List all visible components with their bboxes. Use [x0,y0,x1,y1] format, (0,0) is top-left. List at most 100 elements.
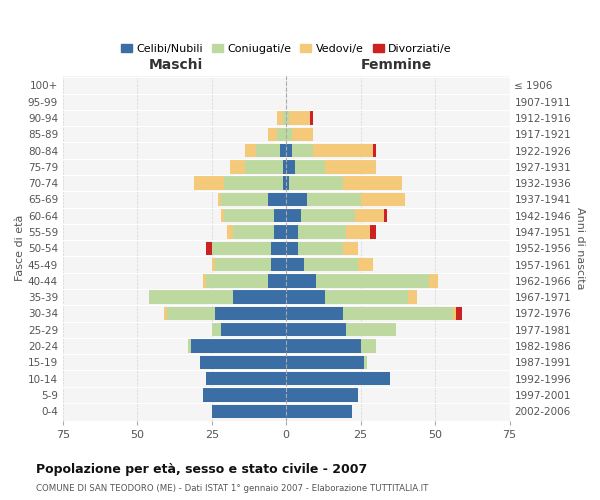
Bar [385,209,388,222]
Bar [286,258,304,272]
Bar [203,388,286,402]
Bar [286,356,364,369]
Text: Maschi: Maschi [149,58,203,72]
Bar [194,176,224,190]
Bar [224,176,283,190]
Bar [277,128,286,141]
Y-axis label: Anni di nascita: Anni di nascita [575,207,585,290]
Bar [343,307,453,320]
Bar [277,112,283,124]
Bar [286,176,289,190]
Bar [292,144,313,158]
Bar [316,274,429,287]
Bar [346,226,370,238]
Bar [233,226,274,238]
Bar [295,160,325,173]
Bar [292,128,313,141]
Bar [286,193,307,206]
Bar [215,258,271,272]
Bar [286,340,361,352]
Bar [325,160,376,173]
Bar [191,340,286,352]
Bar [325,290,408,304]
Bar [206,372,286,386]
Legend: Celibi/Nubili, Coniugati/e, Vedovi/e, Divorziati/e: Celibi/Nubili, Coniugati/e, Vedovi/e, Di… [116,40,456,58]
Bar [230,160,245,173]
Bar [286,226,298,238]
Text: Popolazione per età, sesso e stato civile - 2007: Popolazione per età, sesso e stato civil… [36,462,367,475]
Bar [221,323,286,336]
Bar [268,193,286,206]
Bar [286,404,352,418]
Bar [355,209,385,222]
Bar [271,258,286,272]
Bar [149,290,233,304]
Bar [280,144,286,158]
Bar [289,112,310,124]
Bar [206,274,268,287]
Bar [245,144,256,158]
Bar [203,274,206,287]
Bar [286,242,298,255]
Bar [286,144,292,158]
Bar [453,307,456,320]
Bar [307,193,361,206]
Bar [343,176,403,190]
Bar [274,209,286,222]
Bar [286,112,289,124]
Bar [212,242,271,255]
Bar [346,323,397,336]
Bar [298,242,343,255]
Bar [429,274,438,287]
Bar [358,258,373,272]
Bar [408,290,417,304]
Bar [286,128,292,141]
Bar [304,258,358,272]
Bar [286,274,316,287]
Bar [373,144,376,158]
Bar [256,144,280,158]
Bar [274,226,286,238]
Bar [310,112,313,124]
Bar [283,160,286,173]
Bar [271,242,286,255]
Bar [221,209,224,222]
Bar [286,209,301,222]
Bar [313,144,373,158]
Bar [227,226,233,238]
Bar [212,258,215,272]
Bar [212,404,286,418]
Bar [283,176,286,190]
Bar [286,160,295,173]
Bar [286,307,343,320]
Bar [221,193,268,206]
Bar [200,356,286,369]
Bar [286,290,325,304]
Bar [164,307,167,320]
Bar [283,112,286,124]
Bar [268,128,277,141]
Bar [188,340,191,352]
Bar [298,226,346,238]
Bar [370,226,376,238]
Bar [364,356,367,369]
Bar [224,209,274,222]
Text: Femmine: Femmine [361,58,432,72]
Bar [233,290,286,304]
Bar [361,193,405,206]
Bar [361,340,376,352]
Bar [286,372,391,386]
Bar [206,242,212,255]
Bar [456,307,462,320]
Bar [215,307,286,320]
Bar [218,193,221,206]
Bar [245,160,283,173]
Text: COMUNE DI SAN TEODORO (ME) - Dati ISTAT 1° gennaio 2007 - Elaborazione TUTTITALI: COMUNE DI SAN TEODORO (ME) - Dati ISTAT … [36,484,428,493]
Bar [268,274,286,287]
Bar [286,388,358,402]
Bar [286,323,346,336]
Bar [289,176,343,190]
Y-axis label: Fasce di età: Fasce di età [15,215,25,282]
Bar [301,209,355,222]
Bar [212,323,221,336]
